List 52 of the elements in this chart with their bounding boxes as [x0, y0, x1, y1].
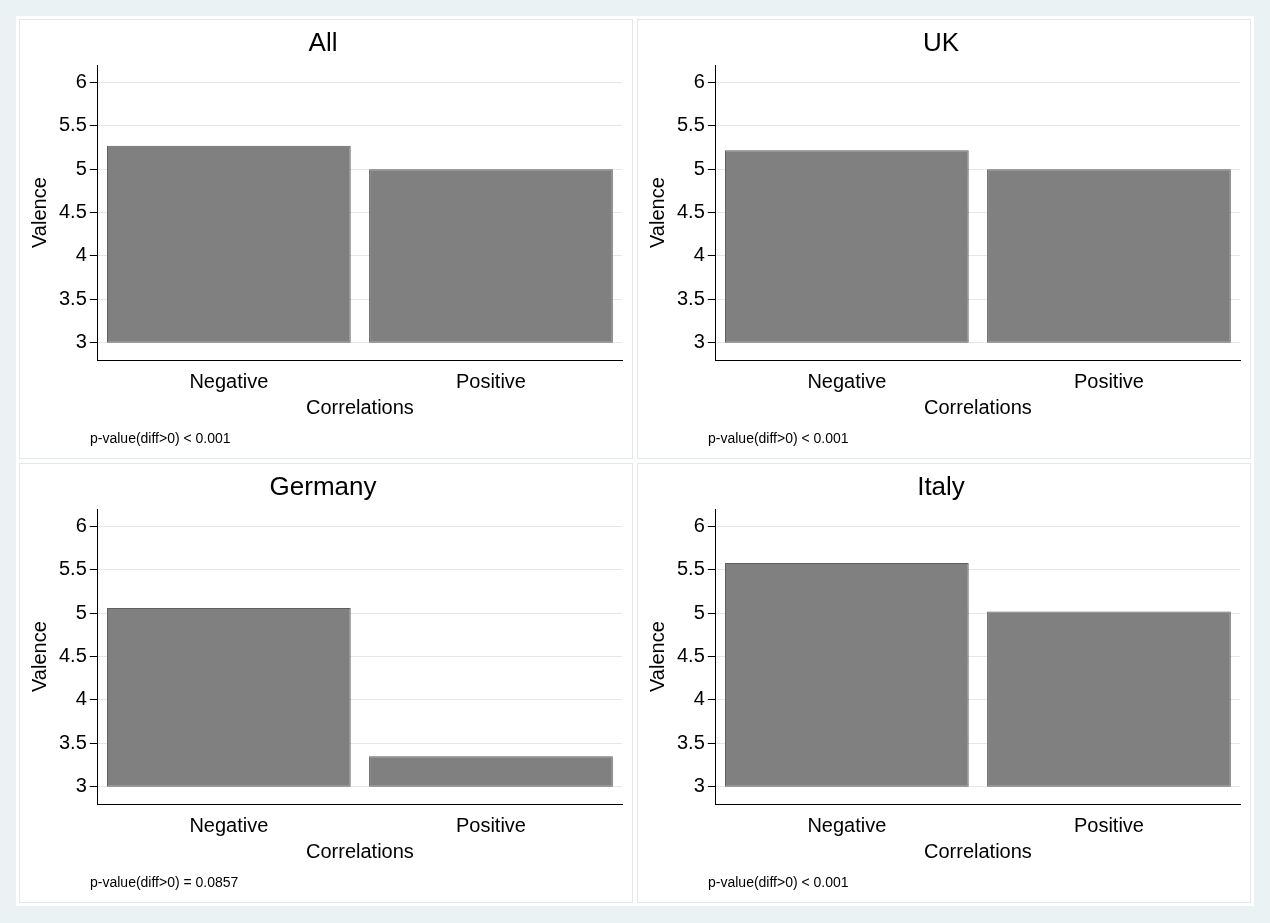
y-tick-label: 3.5 — [58, 286, 87, 309]
y-tick-label: 4 — [693, 243, 705, 266]
y-tick-label: 4 — [75, 687, 87, 710]
text: p-value(diff>0) < 0.001 — [90, 430, 231, 446]
chart-title: Italy — [917, 470, 965, 501]
x-tick-label: Negative — [189, 369, 269, 392]
x-axis-title: Correlations — [305, 395, 414, 418]
y-tick-label: 5.5 — [58, 557, 87, 580]
x-tick-label: Negative — [189, 813, 269, 836]
text: p-value(diff>0) = 0.0857 — [90, 874, 239, 890]
y-tick-label: 4 — [75, 243, 87, 266]
y-tick-label: 3.5 — [676, 730, 705, 753]
y-tick-label: 6 — [75, 70, 87, 93]
y-tick-label: 5 — [693, 600, 705, 623]
y-tick-label: 6 — [693, 70, 705, 93]
x-tick-label: Positive — [455, 369, 526, 392]
x-axis-title: Correlations — [305, 839, 414, 862]
x-tick-label: Negative — [807, 813, 887, 836]
y-tick-label: 4.5 — [676, 644, 705, 667]
y-tick-label: 3 — [693, 330, 705, 353]
text: p-value(diff>0) < 0.001 — [708, 430, 849, 446]
y-tick-label: 3.5 — [676, 286, 705, 309]
y-tick-label: 4.5 — [58, 200, 87, 223]
y-tick-label: 3 — [75, 774, 87, 797]
y-tick-label: 5.5 — [676, 557, 705, 580]
y-tick-label: 4.5 — [58, 644, 87, 667]
y-axis-title: Valence — [645, 621, 668, 692]
chart-title: Germany — [269, 470, 377, 501]
y-tick-label: 3 — [693, 774, 705, 797]
y-tick-label: 5 — [75, 600, 87, 623]
text: p-value(diff>0) < 0.001 — [708, 874, 849, 890]
chart-title: UK — [922, 26, 960, 57]
y-tick-label: 6 — [75, 514, 87, 537]
y-tick-label: 3 — [75, 330, 87, 353]
y-tick-label: 4.5 — [676, 200, 705, 223]
y-tick-label: 5.5 — [676, 113, 705, 136]
y-tick-label: 6 — [693, 514, 705, 537]
y-axis-title: Valence — [27, 621, 50, 692]
x-axis-title: Correlations — [923, 395, 1032, 418]
y-tick-label: 5.5 — [58, 113, 87, 136]
chart-title: All — [308, 26, 338, 57]
x-tick-label: Positive — [1073, 813, 1144, 836]
x-axis-title: Correlations — [923, 839, 1032, 862]
y-tick-label: 3.5 — [58, 730, 87, 753]
y-tick-label: 4 — [693, 687, 705, 710]
x-tick-label: Negative — [807, 369, 887, 392]
y-tick-label: 5 — [693, 156, 705, 179]
x-tick-label: Positive — [455, 813, 526, 836]
y-axis-title: Valence — [645, 177, 668, 248]
y-axis-title: Valence — [27, 177, 50, 248]
x-tick-label: Positive — [1073, 369, 1144, 392]
y-tick-label: 5 — [75, 156, 87, 179]
